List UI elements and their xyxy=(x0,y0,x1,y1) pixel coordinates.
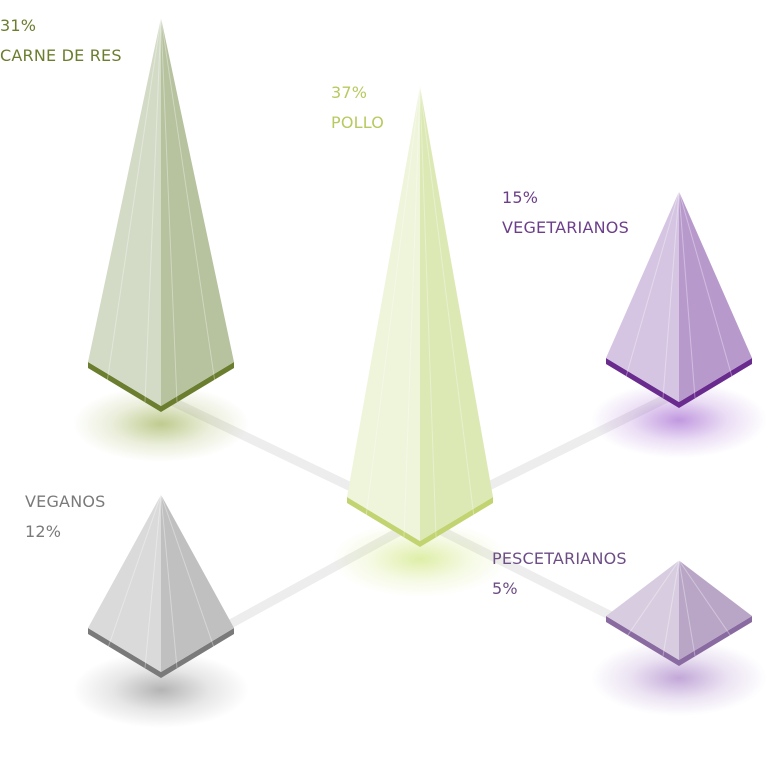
pyramid-facet-vegetarianos-0 xyxy=(624,191,680,383)
label-veganos-percent: 12% xyxy=(25,522,62,541)
pyramid-facet-vegetarianos-3 xyxy=(678,191,734,383)
pyramid-facet-veganos-0 xyxy=(106,494,162,653)
pyramid-facet-carne-0 xyxy=(106,17,162,387)
label-carne-name: CARNE DE RES xyxy=(0,46,122,65)
pyramid-facet-carne-2 xyxy=(160,17,178,403)
pyramid-face-right-pollo xyxy=(420,86,493,542)
pyramid-facet-pollo-2 xyxy=(419,86,437,538)
pyramid-facet-pollo-1 xyxy=(403,86,421,538)
pyramid-pescetarianos xyxy=(606,560,752,666)
pyramid-facet-veganos-2 xyxy=(160,494,178,669)
pyramid-face-left-carne xyxy=(88,17,161,407)
pyramid-facet-veganos-3 xyxy=(160,494,216,653)
pyramid-pollo xyxy=(347,86,493,547)
pyramid-face-right-vegetarianos xyxy=(679,191,752,402)
pyramid-facet-pollo-3 xyxy=(419,86,475,522)
label-pollo-percent: 37% xyxy=(331,83,368,102)
label-pollo-name: POLLO xyxy=(331,113,385,132)
pyramid-facet-carne-1 xyxy=(144,17,162,403)
pyramid-face-right-carne xyxy=(161,17,234,407)
pyramid-face-left-pescetarianos xyxy=(606,560,679,660)
label-vegetarianos: 15% VEGETARIANOS xyxy=(502,183,629,243)
pyramid-facet-carne-3 xyxy=(160,17,216,387)
pyramid-face-left-veganos xyxy=(88,494,161,672)
pyramid-vegetarianos xyxy=(606,191,752,408)
pyramid-facet-vegetarianos-1 xyxy=(662,191,680,399)
pyramid-facet-vegetarianos-2 xyxy=(678,191,696,399)
pyramid-facet-pollo-0 xyxy=(365,86,421,522)
label-carne-percent: 31% xyxy=(0,16,37,35)
pyramid-layer xyxy=(88,17,752,678)
glow-pollo xyxy=(332,521,508,597)
pyramid-facet-veganos-1 xyxy=(144,494,162,669)
pyramid-facet-pescetarianos-3 xyxy=(678,560,734,641)
label-carne: 31% CARNE DE RES xyxy=(0,11,122,71)
pyramid-face-right-pescetarianos xyxy=(679,560,752,660)
pyramid-face-left-vegetarianos xyxy=(606,191,679,402)
label-pescetarianos: PESCETARIANOS 5% xyxy=(492,544,627,604)
label-veganos-name: VEGANOS xyxy=(25,492,106,511)
glow-pescetarianos xyxy=(591,640,767,716)
label-pollo: 37% POLLO xyxy=(331,78,384,138)
pyramid-veganos xyxy=(88,494,234,678)
pyramid-carne xyxy=(88,17,234,412)
pyramid-face-right-veganos xyxy=(161,494,234,672)
glow-carne xyxy=(73,386,249,462)
label-vegetarianos-percent: 15% xyxy=(502,188,539,207)
pyramid-face-left-pollo xyxy=(347,86,420,542)
glow-layer xyxy=(73,382,767,728)
glow-vegetarianos xyxy=(591,382,767,458)
pyramid-facet-pescetarianos-2 xyxy=(678,560,696,657)
label-pescetarianos-name: PESCETARIANOS xyxy=(492,549,627,568)
label-veganos: VEGANOS 12% xyxy=(25,487,106,547)
glow-veganos xyxy=(73,652,249,728)
pyramid-facet-pescetarianos-0 xyxy=(624,560,680,641)
label-vegetarianos-name: VEGETARIANOS xyxy=(502,218,629,237)
pyramid-facet-pescetarianos-1 xyxy=(662,560,680,657)
label-pescetarianos-percent: 5% xyxy=(492,579,518,598)
